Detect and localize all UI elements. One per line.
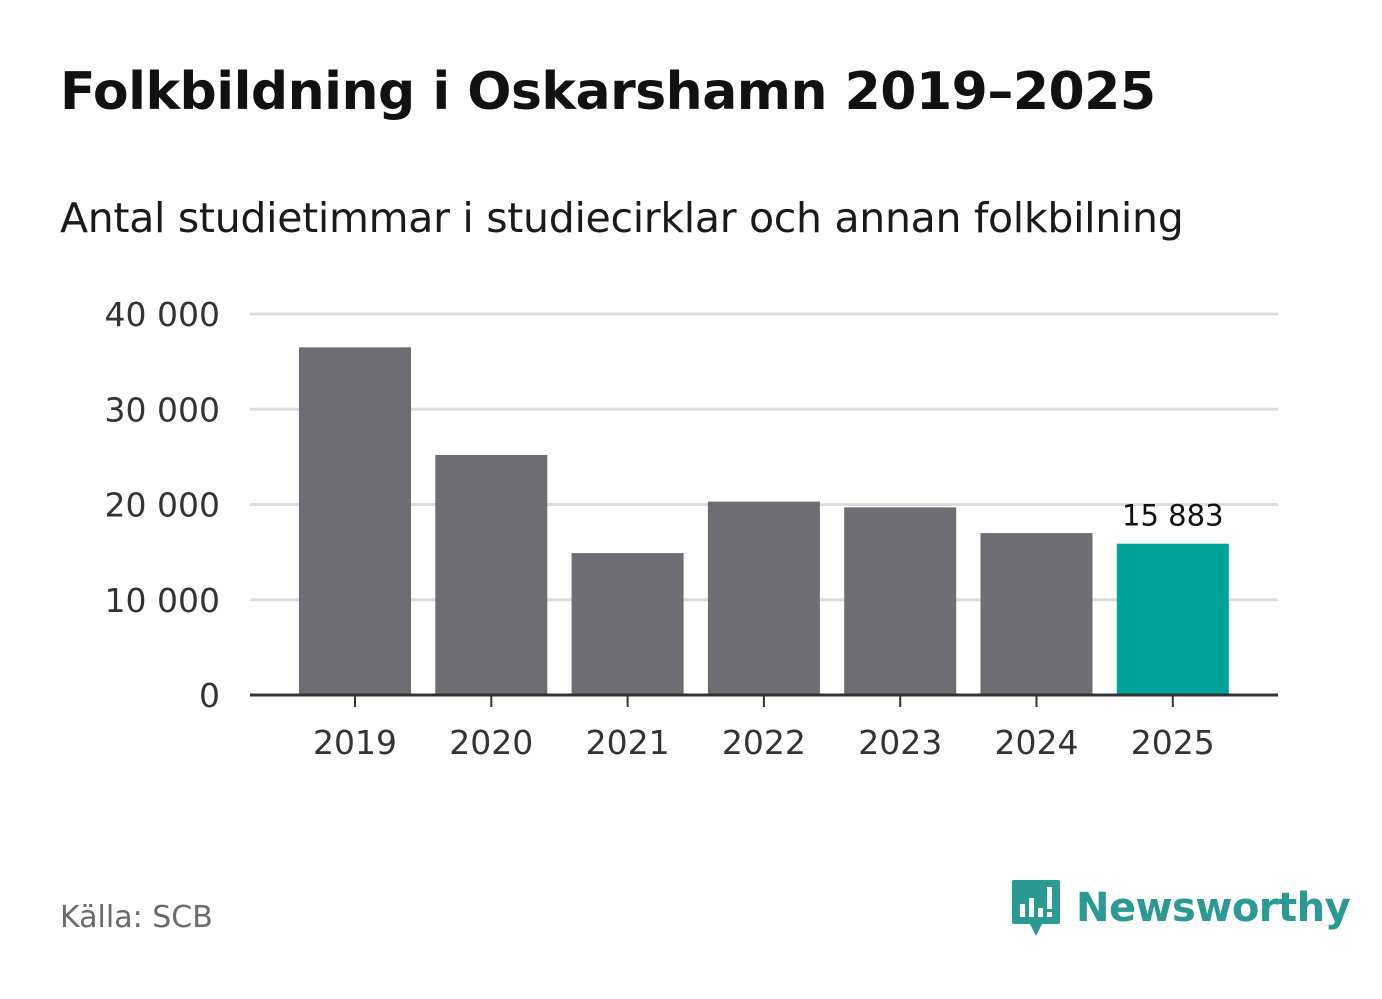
bar-2023 — [844, 507, 957, 695]
x-tick-label: 2021 — [586, 723, 670, 762]
source-note: Källa: SCB — [60, 900, 213, 935]
y-tick-label: 30 000 — [105, 390, 220, 429]
chart-title: Folkbildning i Oskarshamn 2019–2025 — [60, 62, 1156, 122]
y-tick-label: 10 000 — [105, 581, 220, 620]
bars — [299, 347, 1229, 695]
x-tick-label: 2020 — [449, 723, 533, 762]
x-tick-label: 2023 — [858, 723, 942, 762]
x-axis-labels: 2019 2020 2021 2022 2023 2024 2025 — [313, 695, 1215, 762]
bar-2025 — [1116, 543, 1229, 695]
chart-subtitle: Antal studietimmar i studiecirklar och a… — [60, 194, 1184, 242]
brand-name: Newsworthy — [1076, 885, 1351, 931]
y-tick-label: 20 000 — [105, 486, 220, 525]
bar-2022 — [707, 501, 820, 695]
x-tick-label: 2022 — [722, 723, 806, 762]
bar-2024 — [980, 533, 1093, 695]
newsworthy-icon — [1012, 880, 1060, 936]
bar-2021 — [571, 553, 684, 695]
newsworthy-logo: Newsworthy — [1010, 878, 1351, 938]
data-label: 15 883 — [1122, 499, 1223, 533]
x-tick-label: 2025 — [1131, 723, 1215, 762]
bar-2019 — [299, 347, 411, 695]
x-tick-label: 2024 — [995, 723, 1079, 762]
data-labels: 15 883 — [1122, 499, 1223, 533]
y-tick-label: 40 000 — [105, 295, 220, 334]
bar-2020 — [435, 454, 548, 695]
x-tick-label: 2019 — [313, 723, 397, 762]
y-tick-label: 0 — [199, 676, 220, 715]
y-axis-labels: 0 10 000 20 000 30 000 40 000 — [105, 295, 220, 715]
